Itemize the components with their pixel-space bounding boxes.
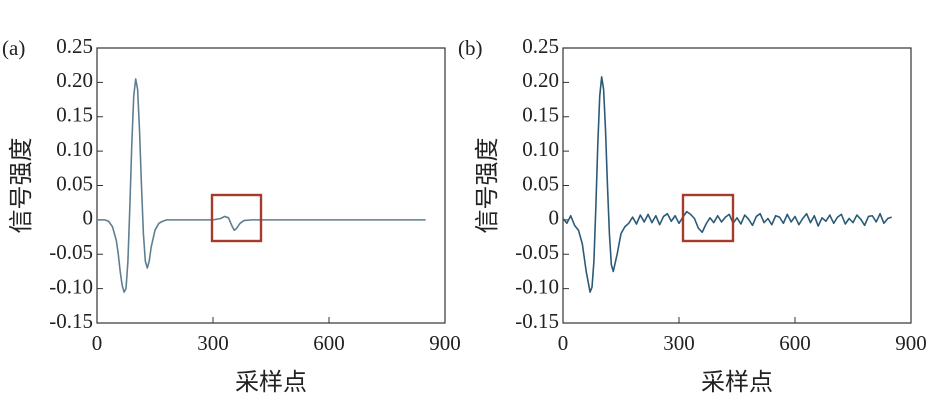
y-tick-label: 0.15 — [56, 103, 93, 127]
y-axis-label: 信号强度 — [7, 138, 35, 234]
x-axis-label: 采样点 — [235, 368, 307, 396]
x-tick-label: 300 — [197, 331, 229, 355]
x-tick-label: 600 — [313, 331, 345, 355]
x-tick-label: 900 — [429, 331, 461, 355]
y-tick-label: 0.05 — [56, 171, 93, 195]
y-tick-label: -0.10 — [49, 274, 93, 298]
x-tick-label: 600 — [779, 331, 811, 355]
highlight-box — [681, 193, 735, 243]
signal-line — [97, 78, 426, 293]
y-tick-label: -0.15 — [515, 309, 559, 333]
panel-label: (a) — [2, 36, 25, 60]
x-axis-label: 采样点 — [701, 368, 773, 396]
y-tick-label: 0 — [549, 206, 560, 230]
y-tick-label: 0.10 — [56, 137, 93, 161]
y-tick-label: 0.25 — [56, 34, 93, 58]
signal-line — [562, 76, 892, 293]
x-tick-label: 0 — [92, 331, 103, 355]
x-tick-label: 300 — [663, 331, 695, 355]
x-tick-label: 0 — [558, 331, 569, 355]
y-tick-label: -0.05 — [49, 240, 93, 264]
x-tick-label: 900 — [895, 331, 927, 355]
plot-frame — [562, 47, 912, 324]
y-tick-label: 0 — [83, 206, 94, 230]
y-tick-label: 0.25 — [522, 34, 559, 58]
y-tick-label: 0.05 — [522, 171, 559, 195]
panel-label: (b) — [458, 36, 483, 60]
plot-frame — [96, 47, 446, 324]
y-tick-label: 0.10 — [522, 137, 559, 161]
highlight-box — [210, 193, 263, 243]
y-axis-label: 信号强度 — [473, 138, 501, 234]
y-tick-label: 0.20 — [56, 68, 93, 92]
y-tick-label: -0.05 — [515, 240, 559, 264]
y-tick-label: 0.15 — [522, 103, 559, 127]
y-tick-label: -0.15 — [49, 309, 93, 333]
y-tick-label: -0.10 — [515, 274, 559, 298]
y-tick-label: 0.20 — [522, 68, 559, 92]
